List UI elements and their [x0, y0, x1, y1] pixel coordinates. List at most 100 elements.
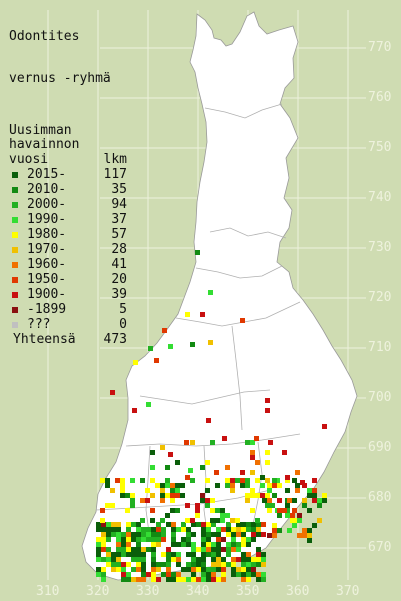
observation-cell — [214, 470, 219, 475]
observation-cell — [165, 478, 170, 483]
observation-cell — [206, 522, 211, 527]
legend-header-line-2: havainnon — [9, 137, 80, 152]
observation-cell — [287, 528, 292, 533]
observation-cell — [206, 547, 211, 552]
observation-cell — [131, 557, 136, 562]
observation-cell — [176, 572, 181, 577]
observation-cell — [181, 567, 186, 572]
observation-cell — [231, 557, 236, 562]
observation-cell — [241, 572, 246, 577]
title-line-1: Odontites — [9, 29, 80, 44]
observation-cell — [201, 532, 206, 537]
legend-item-label: 1990- — [27, 212, 67, 227]
observation-cell — [256, 552, 261, 557]
observation-cell — [240, 470, 245, 475]
legend-col-year: vuosi — [9, 152, 49, 167]
observation-cell — [255, 460, 260, 465]
observation-cell — [292, 523, 297, 528]
observation-cell — [146, 537, 151, 542]
observation-cell — [166, 577, 171, 582]
observation-cell — [206, 542, 211, 547]
observation-cell — [146, 402, 151, 407]
observation-cell — [225, 513, 230, 518]
observation-cell — [106, 532, 111, 537]
legend-items: 2015- 117 2010- 35 2000- 94 1990- 37 1980- 57 1970… — [9, 167, 127, 332]
observation-cell — [292, 518, 297, 523]
observation-cell — [236, 572, 241, 577]
observation-cell — [285, 475, 290, 480]
legend-swatch — [12, 307, 18, 313]
observation-cell — [292, 478, 297, 483]
observation-cell — [106, 562, 111, 567]
legend-swatch — [12, 232, 18, 238]
legend-item: 2000- 94 — [9, 197, 127, 212]
observation-cell — [150, 518, 155, 523]
observation-cell — [208, 340, 213, 345]
observation-cell — [307, 488, 312, 493]
observation-cell — [285, 503, 290, 508]
observation-cell — [240, 318, 245, 323]
observation-cell — [151, 567, 156, 572]
observation-cell — [210, 518, 215, 523]
observation-cell — [136, 542, 141, 547]
observation-cell — [195, 503, 200, 508]
observation-cell — [215, 508, 220, 513]
observation-cell — [191, 557, 196, 562]
observation-cell — [116, 542, 121, 547]
observation-cell — [196, 557, 201, 562]
observation-cell — [216, 577, 221, 582]
observation-cell — [240, 478, 245, 483]
observation-cell — [186, 532, 191, 537]
observation-cell — [215, 518, 220, 523]
observation-cell — [256, 522, 261, 527]
observation-cell — [185, 503, 190, 508]
observation-cell — [285, 513, 290, 518]
observation-cell — [241, 562, 246, 567]
observation-cell — [317, 518, 322, 523]
observation-cell — [260, 493, 265, 498]
observation-cell — [211, 572, 216, 577]
observation-cell — [205, 498, 210, 503]
observation-cell — [150, 478, 155, 483]
observation-cell — [191, 562, 196, 567]
observation-cell — [151, 527, 156, 532]
legend: Uusimman havainnon vuosi lkm 2015- 117 201… — [9, 124, 127, 348]
observation-cell — [185, 475, 190, 480]
observation-cell — [297, 513, 302, 518]
observation-cell — [205, 488, 210, 493]
legend-item-count: 5 — [119, 302, 127, 317]
observation-cell — [105, 478, 110, 483]
legend-item-count: 37 — [111, 212, 127, 227]
observation-cell — [166, 567, 171, 572]
observation-cell — [120, 483, 125, 488]
observation-cell — [121, 542, 126, 547]
observation-cell — [100, 508, 105, 513]
observation-cell — [282, 508, 287, 513]
observation-cell — [225, 483, 230, 488]
observation-cell — [196, 522, 201, 527]
observation-cell — [272, 528, 277, 533]
observation-cell — [141, 577, 146, 582]
observation-cell — [265, 503, 270, 508]
observation-cell — [206, 552, 211, 557]
observation-cell — [220, 513, 225, 518]
legend-item: 1900- 39 — [9, 287, 127, 302]
legend-item-label: 2015- — [27, 167, 67, 182]
observation-cell — [151, 547, 156, 552]
observation-cell — [277, 483, 282, 488]
observation-cell — [230, 488, 235, 493]
observation-cell — [290, 513, 295, 518]
observation-cell — [160, 445, 165, 450]
observation-cell — [181, 537, 186, 542]
observation-cell — [250, 508, 255, 513]
observation-cell — [151, 532, 156, 537]
observation-cell — [302, 498, 307, 503]
title-line-2: vernus -ryhmä — [9, 71, 111, 86]
legend-item-label: 2000- — [27, 197, 67, 212]
observation-cell — [297, 518, 302, 523]
observation-cell — [160, 483, 165, 488]
observation-cell — [141, 547, 146, 552]
observation-cell — [126, 522, 131, 527]
observation-cell — [111, 557, 116, 562]
